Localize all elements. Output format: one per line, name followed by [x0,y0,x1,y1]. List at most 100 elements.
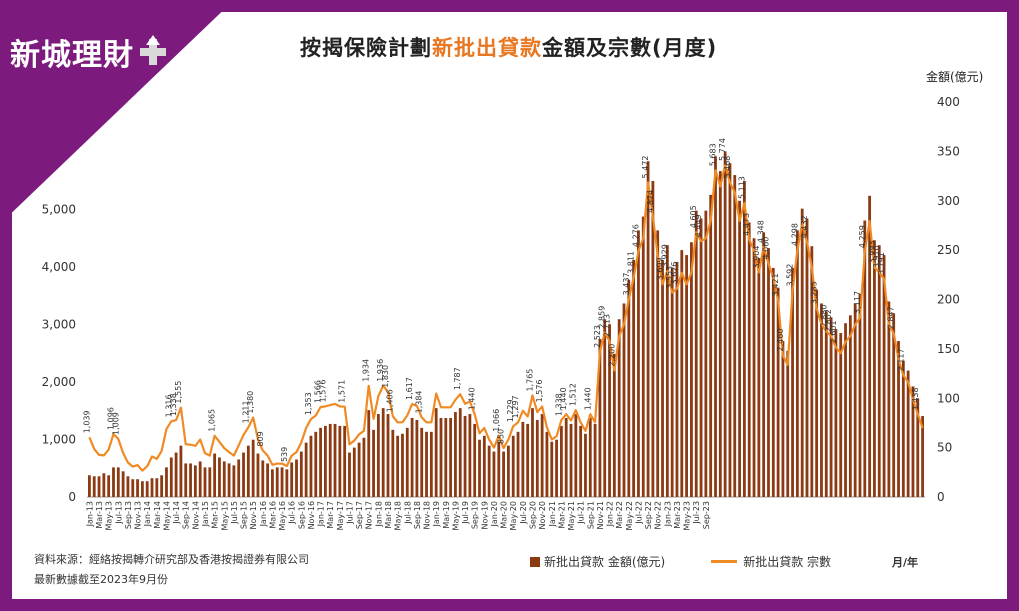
x-axis-tick: Jul-19 [461,501,470,525]
bar [921,416,924,497]
bar [112,467,115,497]
x-axis-tick: Nov-17 [365,501,374,529]
x-axis-tick: Nov-16 [307,501,316,529]
x-axis-tick: Nov-14 [191,501,200,529]
bar [762,232,766,497]
bar [853,303,857,497]
x-axis-tick: Nov-21 [596,501,605,529]
x-axis-tick: Nov-15 [249,501,258,529]
bar [439,418,443,497]
left-axis-tick: 3,000 [42,318,76,332]
bar [911,386,915,497]
chart-title: 按揭保險計劃新批出貸款金額及宗數(月度) [300,32,717,62]
bar [632,260,636,497]
bar [829,317,833,497]
line-data-label: 5,774 [718,138,727,161]
line-data-label: 2,713 [603,314,612,337]
x-axis-tick: Jul-16 [288,501,297,525]
line-data-label: 4,060 [762,237,771,260]
line-data-label: 2,601 [829,320,838,343]
x-axis-tick: Mar-13 [95,501,104,529]
bar [107,475,111,497]
line-data-label: 1,576 [318,379,327,402]
bar [858,293,862,497]
x-axis-tick: Jul-17 [346,501,355,525]
x-axis-tick: Nov-22 [654,501,663,529]
bar [401,433,404,497]
bar [584,433,587,497]
line-data-label: 2,880 [819,305,828,328]
chart-legend: 新批出貸款 金額(億元) 新批出貸款 宗數 [530,553,831,570]
line-data-label: 1,576 [535,379,544,402]
line-data-label: 2,460 [776,329,785,352]
bar [131,479,135,497]
bar [834,329,838,497]
bar [897,340,900,497]
x-axis-tick: Jul-14 [172,501,181,525]
line-data-label: 3,421 [771,273,780,296]
bar [781,340,785,497]
bar [723,151,727,497]
line-data-label: 1,555 [174,381,183,404]
bar [121,471,125,497]
bar [507,445,510,497]
bar [901,360,905,497]
line-data-label: 5,113 [737,176,746,199]
bar [271,469,274,497]
bar [290,462,294,497]
bar [550,441,554,497]
line-data-label: 1,384 [415,390,424,413]
line-data-label: 1,039 [82,410,91,433]
bar [579,425,583,497]
bar [251,439,255,497]
bar [145,481,149,497]
bar [256,453,260,497]
x-axis-tick: Nov-20 [538,501,547,529]
line-data-label: 3,553 [665,266,674,289]
bar [800,208,804,497]
x-axis-tick: Jan-19 [432,501,441,527]
bar [386,414,390,497]
bar [497,441,501,497]
right-axis-tick: 100 [937,391,960,405]
footer-source: 資料來源：經絡按揭轉介研究部及香港按揭證券有限公司 [34,553,309,566]
x-axis-tick: Mar-18 [384,501,393,529]
x-axis-tick: Jul-20 [519,501,528,525]
line-data-label: 1,096 [106,407,115,430]
line-data-label: 5,468 [723,156,732,179]
bar [906,370,910,497]
x-axis-tick: Sep-23 [702,501,711,529]
line-data-label: 3,791 [877,252,886,275]
bar [502,451,505,497]
x-axis-tick: May-14 [163,501,172,530]
x-axis-tick: Mar-23 [673,501,682,529]
bar [747,222,751,497]
bar [208,467,212,497]
line-data-label: 3,993 [867,240,876,263]
right-axis-tick: 150 [937,342,960,356]
bar [155,478,159,497]
bar [174,452,178,497]
bar [559,425,563,497]
bar [699,218,703,497]
bar [116,467,120,497]
legend-line-label: 新批出貸款 宗數 [743,555,832,569]
bar [776,287,780,497]
bar [319,427,322,497]
bar [338,425,342,497]
line-data-label: 1,765 [526,369,535,392]
bar [410,418,414,497]
line-data-label: 1,934 [362,359,371,382]
x-axis-tick: Jul-21 [577,501,586,525]
legend-bar-swatch [530,556,540,567]
line-data-label: 1,438 [911,387,920,410]
line-data-label: 539 [280,447,289,462]
left-axis-tick: 0 [68,490,76,504]
bar [641,216,645,498]
line-data-label: 4,874 [646,190,655,213]
bar [608,324,611,497]
bar [299,451,303,497]
line-data-label: 4,259 [858,225,867,248]
line-data-label: 3,699 [656,257,665,280]
